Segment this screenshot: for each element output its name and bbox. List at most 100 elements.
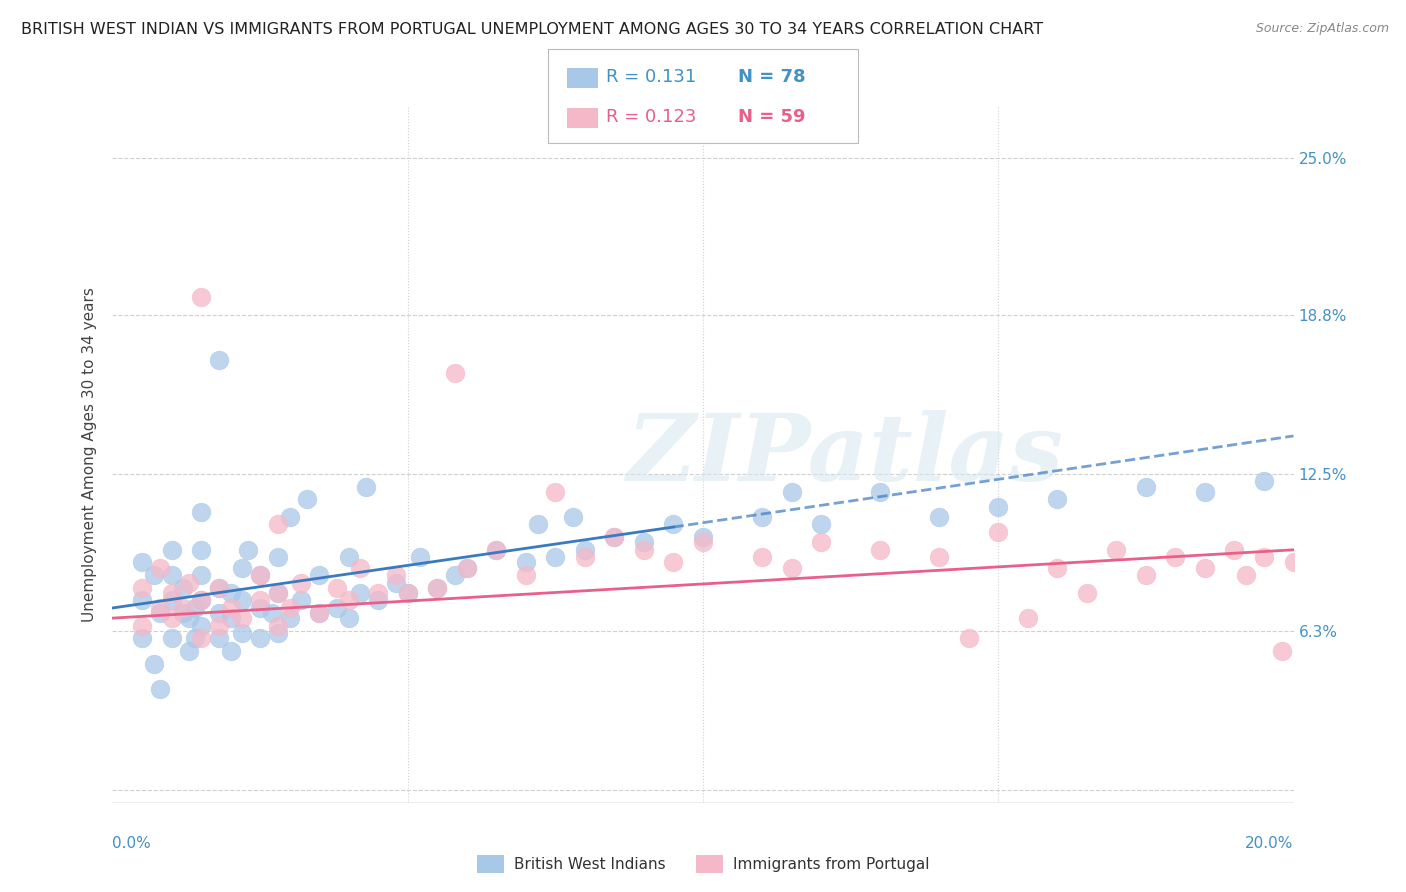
- Point: [231, 611, 253, 625]
- Point: [1017, 611, 1039, 625]
- Point: [337, 550, 360, 565]
- Point: [278, 601, 301, 615]
- Point: [1282, 556, 1305, 570]
- Point: [308, 568, 330, 582]
- Point: [131, 581, 153, 595]
- Point: [160, 611, 183, 625]
- Point: [633, 535, 655, 549]
- Point: [751, 550, 773, 565]
- Point: [349, 560, 371, 574]
- Text: Source: ZipAtlas.com: Source: ZipAtlas.com: [1256, 22, 1389, 36]
- Point: [278, 509, 301, 524]
- Point: [160, 632, 183, 646]
- Point: [238, 542, 260, 557]
- Point: [231, 593, 253, 607]
- Point: [326, 581, 349, 595]
- Point: [1194, 484, 1216, 499]
- Point: [515, 556, 537, 570]
- Text: N = 59: N = 59: [738, 108, 806, 126]
- Point: [780, 560, 803, 574]
- Point: [1253, 550, 1275, 565]
- Point: [485, 542, 508, 557]
- Point: [184, 601, 207, 615]
- Point: [1135, 568, 1157, 582]
- Point: [142, 568, 165, 582]
- Point: [751, 509, 773, 524]
- Point: [208, 581, 231, 595]
- Point: [1076, 586, 1098, 600]
- Point: [1271, 644, 1294, 658]
- Point: [692, 535, 714, 549]
- Point: [249, 568, 271, 582]
- Point: [810, 535, 832, 549]
- Point: [662, 556, 685, 570]
- Point: [267, 550, 290, 565]
- Text: R = 0.131: R = 0.131: [606, 69, 696, 87]
- Point: [1223, 542, 1246, 557]
- Point: [190, 568, 212, 582]
- Point: [444, 366, 467, 380]
- Point: [356, 479, 378, 493]
- Point: [349, 586, 371, 600]
- Point: [179, 644, 201, 658]
- Point: [190, 618, 212, 632]
- Point: [544, 550, 567, 565]
- Text: 0.0%: 0.0%: [112, 837, 152, 851]
- Point: [149, 560, 172, 574]
- Text: N = 78: N = 78: [738, 69, 806, 87]
- Point: [297, 492, 319, 507]
- Point: [692, 530, 714, 544]
- Point: [208, 581, 231, 595]
- Point: [190, 505, 212, 519]
- Point: [1234, 568, 1257, 582]
- Point: [326, 601, 349, 615]
- Point: [160, 542, 183, 557]
- Point: [426, 581, 449, 595]
- Legend: British West Indians, Immigrants from Portugal: British West Indians, Immigrants from Po…: [471, 849, 935, 879]
- Point: [219, 601, 242, 615]
- Point: [1046, 492, 1069, 507]
- Point: [131, 593, 153, 607]
- Point: [219, 611, 242, 625]
- Point: [131, 632, 153, 646]
- Point: [231, 626, 253, 640]
- Point: [444, 568, 467, 582]
- Point: [249, 632, 271, 646]
- Point: [267, 586, 290, 600]
- Point: [1194, 560, 1216, 574]
- Point: [869, 484, 891, 499]
- Point: [190, 542, 212, 557]
- Point: [290, 575, 312, 590]
- Point: [172, 581, 194, 595]
- Point: [544, 484, 567, 499]
- Point: [190, 593, 212, 607]
- Point: [408, 550, 430, 565]
- Point: [208, 618, 231, 632]
- Point: [172, 606, 194, 620]
- Point: [987, 500, 1010, 514]
- Point: [142, 657, 165, 671]
- Point: [1105, 542, 1128, 557]
- Point: [131, 618, 153, 632]
- Point: [308, 606, 330, 620]
- Text: R = 0.123: R = 0.123: [606, 108, 696, 126]
- Point: [928, 550, 950, 565]
- Point: [249, 593, 271, 607]
- Point: [267, 517, 290, 532]
- Point: [662, 517, 685, 532]
- Point: [208, 353, 231, 368]
- Point: [367, 593, 389, 607]
- Point: [219, 586, 242, 600]
- Point: [456, 560, 478, 574]
- Point: [131, 556, 153, 570]
- Point: [267, 626, 290, 640]
- Y-axis label: Unemployment Among Ages 30 to 34 years: Unemployment Among Ages 30 to 34 years: [82, 287, 97, 623]
- Point: [308, 606, 330, 620]
- Point: [987, 525, 1010, 540]
- Point: [231, 560, 253, 574]
- Point: [574, 550, 596, 565]
- Point: [208, 632, 231, 646]
- Point: [249, 601, 271, 615]
- Text: 20.0%: 20.0%: [1246, 837, 1294, 851]
- Point: [179, 575, 201, 590]
